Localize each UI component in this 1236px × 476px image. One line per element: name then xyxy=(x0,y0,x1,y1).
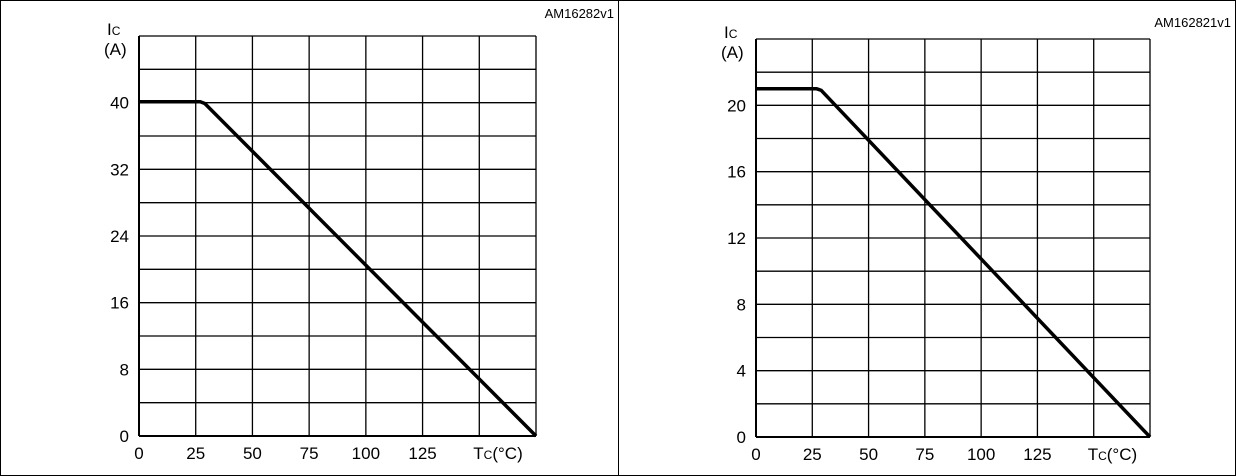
y-axis-title: IC xyxy=(724,23,738,42)
y-tick-label: 32 xyxy=(110,160,129,179)
x-tick-label: 125 xyxy=(408,444,436,463)
figure-id-label-right: AM162821v1 xyxy=(1154,15,1231,30)
y-axis-title-main: I xyxy=(724,23,729,42)
y-tick-label: 12 xyxy=(727,229,746,248)
x-tick-label: 125 xyxy=(1023,445,1051,464)
x-axis-title-sub: C xyxy=(1098,449,1107,463)
chart-panel-right: AM162821v1 0 4 8 12 16 20 0 25 50 75 100 125 IC (A) TC(… xyxy=(619,0,1236,476)
y-tick-label: 0 xyxy=(737,428,746,447)
x-tick-label: 25 xyxy=(186,444,205,463)
x-axis-title: TC(°C) xyxy=(1088,445,1137,464)
chart-panel-left: AM16282v1 0 8 16 24 32 40 0 25 50 75 100 125 IC (A) TC(… xyxy=(104,6,614,463)
x-tick-label: 100 xyxy=(352,444,380,463)
y-tick-label: 24 xyxy=(110,227,129,246)
x-tick-label: 75 xyxy=(300,444,319,463)
y-tick-label: 0 xyxy=(120,427,129,446)
derating-curve-line xyxy=(756,87,1152,439)
x-tick-label: 25 xyxy=(803,445,822,464)
x-tick-label: 0 xyxy=(751,445,760,464)
y-axis-unit: (A) xyxy=(104,40,127,59)
y-tick-label: 16 xyxy=(727,163,746,182)
x-tick-label: 100 xyxy=(967,445,995,464)
x-tick-label: 75 xyxy=(915,445,934,464)
y-tick-label: 8 xyxy=(737,295,746,314)
x-tick-label: 50 xyxy=(859,445,878,464)
y-axis-title-sub: C xyxy=(729,27,738,41)
x-tick-label: 0 xyxy=(134,444,143,463)
x-axis-title-main: T xyxy=(473,444,483,463)
x-axis-title-main: T xyxy=(1088,445,1098,464)
x-axis-title-sub: C xyxy=(484,448,493,462)
y-axis-title: IC xyxy=(107,20,121,39)
y-tick-label: 40 xyxy=(110,94,129,113)
y-tick-label: 4 xyxy=(737,362,746,381)
derating-curve-line xyxy=(139,100,538,438)
x-tick-label: 50 xyxy=(243,444,262,463)
panel-divider xyxy=(618,0,619,476)
y-axis-title-sub: C xyxy=(112,24,121,38)
y-tick-label: 16 xyxy=(110,294,129,313)
x-axis-title: TC(°C) xyxy=(473,444,522,463)
y-tick-label: 20 xyxy=(727,96,746,115)
y-axis-title-main: I xyxy=(107,20,112,39)
figure-id-label-left: AM16282v1 xyxy=(545,6,614,21)
y-axis-unit: (A) xyxy=(721,43,744,62)
y-tick-label: 8 xyxy=(120,360,129,379)
x-axis-title-unit: (°C) xyxy=(1107,445,1137,464)
x-axis-title-unit: (°C) xyxy=(492,444,522,463)
